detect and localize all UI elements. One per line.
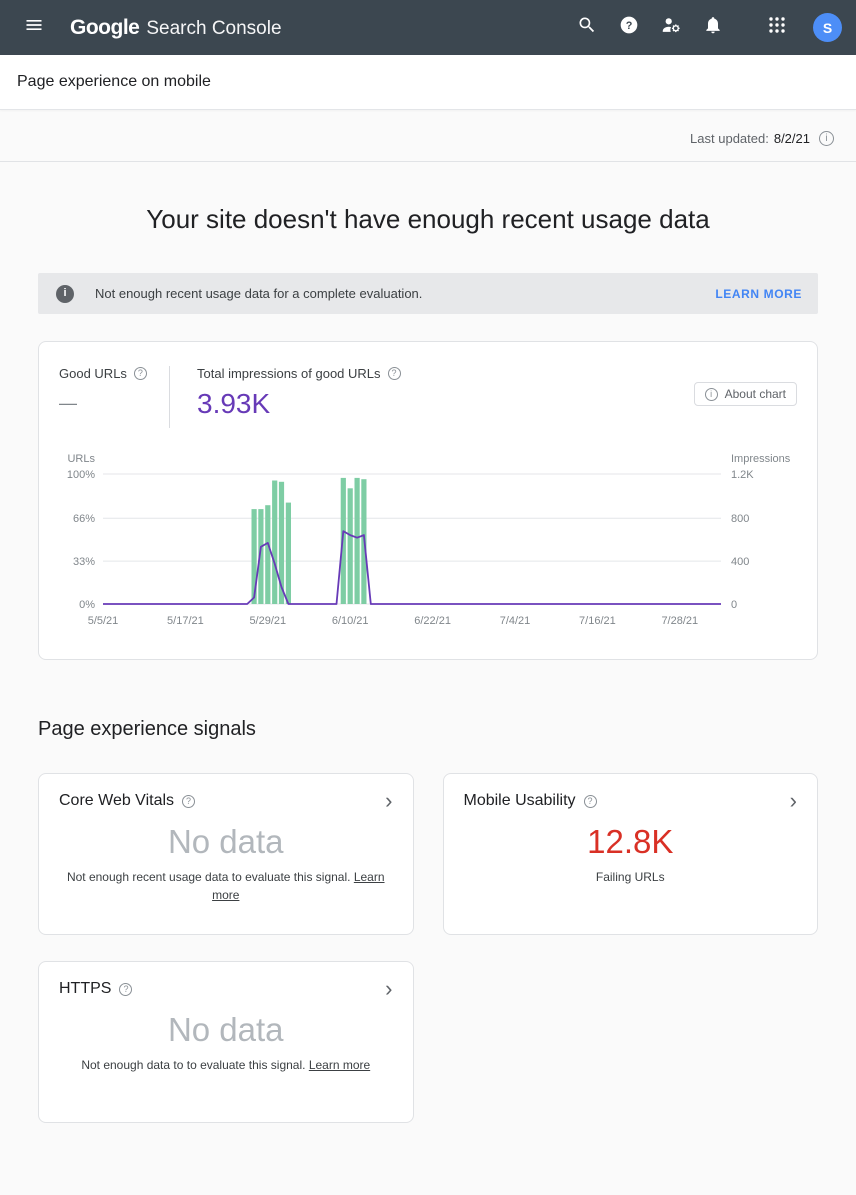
info-banner: i Not enough recent usage data for a com… [38, 273, 818, 314]
svg-text:7/16/21: 7/16/21 [579, 615, 616, 627]
svg-text:33%: 33% [73, 556, 95, 568]
learn-more-link[interactable]: LEARN MORE [715, 286, 802, 301]
manage-users-button[interactable] [653, 10, 689, 46]
good-urls-label: Good URLs [59, 366, 127, 381]
divider [0, 161, 856, 162]
help-button[interactable]: ? [611, 10, 647, 46]
card-value: No data [167, 823, 284, 860]
signal-card-https[interactable]: HTTPS ? › No data Not enough data to to … [38, 961, 414, 1123]
signals-heading: Page experience signals [38, 718, 256, 740]
signal-card-mobile-usability[interactable]: Mobile Usability ? › 12.8K Failing URLs [442, 773, 818, 935]
timeseries-chart[interactable]: 100% 1.2K 66% 800 33% 400 0% 0 URLs Impressions 5/… [57, 446, 801, 642]
caption-text: Not enough recent usage data to evaluate… [66, 870, 351, 884]
card-help-icon[interactable]: ? [182, 794, 196, 808]
last-updated-label: Last updated: [690, 131, 769, 146]
card-title: HTTPS [59, 980, 112, 997]
card-help-icon[interactable]: ? [119, 982, 133, 996]
person-gear-icon [660, 14, 682, 41]
logo-google-text: Google [70, 15, 140, 39]
svg-text:66%: 66% [73, 513, 95, 525]
svg-text:100%: 100% [67, 469, 95, 481]
card-title: Mobile Usability [463, 792, 576, 809]
chart-metrics: Good URLs ? — Total impressions of good … [39, 342, 817, 432]
impressions-help-icon[interactable]: ? [387, 367, 401, 380]
chart-area: 100% 1.2K 66% 800 33% 400 0% 0 URLs Impressions 5/… [39, 432, 817, 659]
svg-text:6/22/21: 6/22/21 [414, 615, 451, 627]
svg-text:7/28/21: 7/28/21 [661, 615, 698, 627]
svg-text:800: 800 [731, 513, 749, 525]
logo-product-text: Search Console [146, 17, 282, 39]
help-glyph: ? [626, 20, 633, 32]
banner-message: Not enough recent usage data for a compl… [95, 286, 423, 301]
chart-card: Good URLs ? — Total impressions of good … [38, 341, 818, 660]
svg-text:Impressions: Impressions [731, 453, 791, 465]
chevron-right-icon[interactable]: › [789, 788, 797, 813]
bell-icon [703, 15, 723, 40]
about-chart-info-icon: i [704, 387, 718, 401]
subheader: Page experience on mobile [0, 55, 856, 110]
help-icon: ? [619, 15, 639, 40]
learn-more-link[interactable]: Learn more [308, 1058, 371, 1072]
info-icon: i [56, 284, 74, 303]
page-title: Page experience on mobile [17, 73, 211, 90]
svg-text:0%: 0% [79, 599, 95, 611]
avatar[interactable]: S [813, 13, 842, 42]
card-caption: Not enough data to to evaluate this sign… [59, 1056, 393, 1074]
card-value: 12.8K [587, 823, 674, 860]
good-urls-value: — [59, 393, 77, 413]
last-updated-value: 8/2/21 [773, 131, 810, 146]
card-caption: Not enough recent usage data to evaluate… [59, 868, 393, 904]
card-title: Core Web Vitals [59, 792, 175, 809]
metric-impressions: Total impressions of good URLs ? 3.93K [169, 366, 401, 428]
impressions-value: 3.93K [197, 388, 271, 419]
apps-grid-icon [768, 16, 786, 39]
card-caption: Failing URLs [464, 868, 798, 886]
app-bar: Google Search Console ? [0, 0, 856, 55]
apps-grid-button[interactable] [759, 10, 795, 46]
card-value: No data [167, 1011, 284, 1048]
about-chart-button[interactable]: i About chart [693, 382, 797, 406]
chevron-right-icon[interactable]: › [385, 788, 393, 813]
app-logo[interactable]: Google Search Console [70, 16, 282, 40]
chevron-right-icon[interactable]: › [385, 976, 393, 1001]
svg-text:5/17/21: 5/17/21 [167, 615, 204, 627]
last-updated-row: Last updated: 8/2/21 i [0, 110, 856, 161]
svg-text:400: 400 [731, 556, 749, 568]
caption-text: Not enough data to to evaluate this sign… [81, 1058, 306, 1072]
signal-card-core-web-vitals[interactable]: Core Web Vitals ? › No data Not enough r… [38, 773, 414, 935]
svg-text:6/10/21: 6/10/21 [332, 615, 369, 627]
good-urls-help-icon[interactable]: ? [133, 367, 147, 380]
svg-text:7/4/21: 7/4/21 [500, 615, 531, 627]
svg-text:5/29/21: 5/29/21 [249, 615, 286, 627]
learn-more-link[interactable]: Learn more [212, 870, 385, 902]
svg-text:URLs: URLs [67, 453, 95, 465]
metric-good-urls: Good URLs ? — [59, 366, 169, 414]
about-chart-label: About chart [724, 387, 786, 401]
svg-text:5/5/21: 5/5/21 [88, 615, 119, 627]
last-updated-info-icon[interactable]: i [819, 131, 834, 146]
signals-grid: Core Web Vitals ? › No data Not enough r… [0, 773, 856, 1175]
search-button[interactable] [569, 10, 605, 46]
impressions-label: Total impressions of good URLs [197, 366, 381, 381]
card-help-icon[interactable]: ? [583, 794, 597, 808]
notifications-button[interactable] [695, 10, 731, 46]
svg-text:0: 0 [731, 599, 737, 611]
caption-text: Failing URLs [595, 870, 665, 884]
hamburger-icon [24, 15, 44, 40]
headline: Your site doesn't have enough recent usa… [146, 204, 710, 234]
menu-button[interactable] [16, 10, 52, 46]
search-icon [577, 15, 597, 40]
svg-text:1.2K: 1.2K [731, 469, 754, 481]
